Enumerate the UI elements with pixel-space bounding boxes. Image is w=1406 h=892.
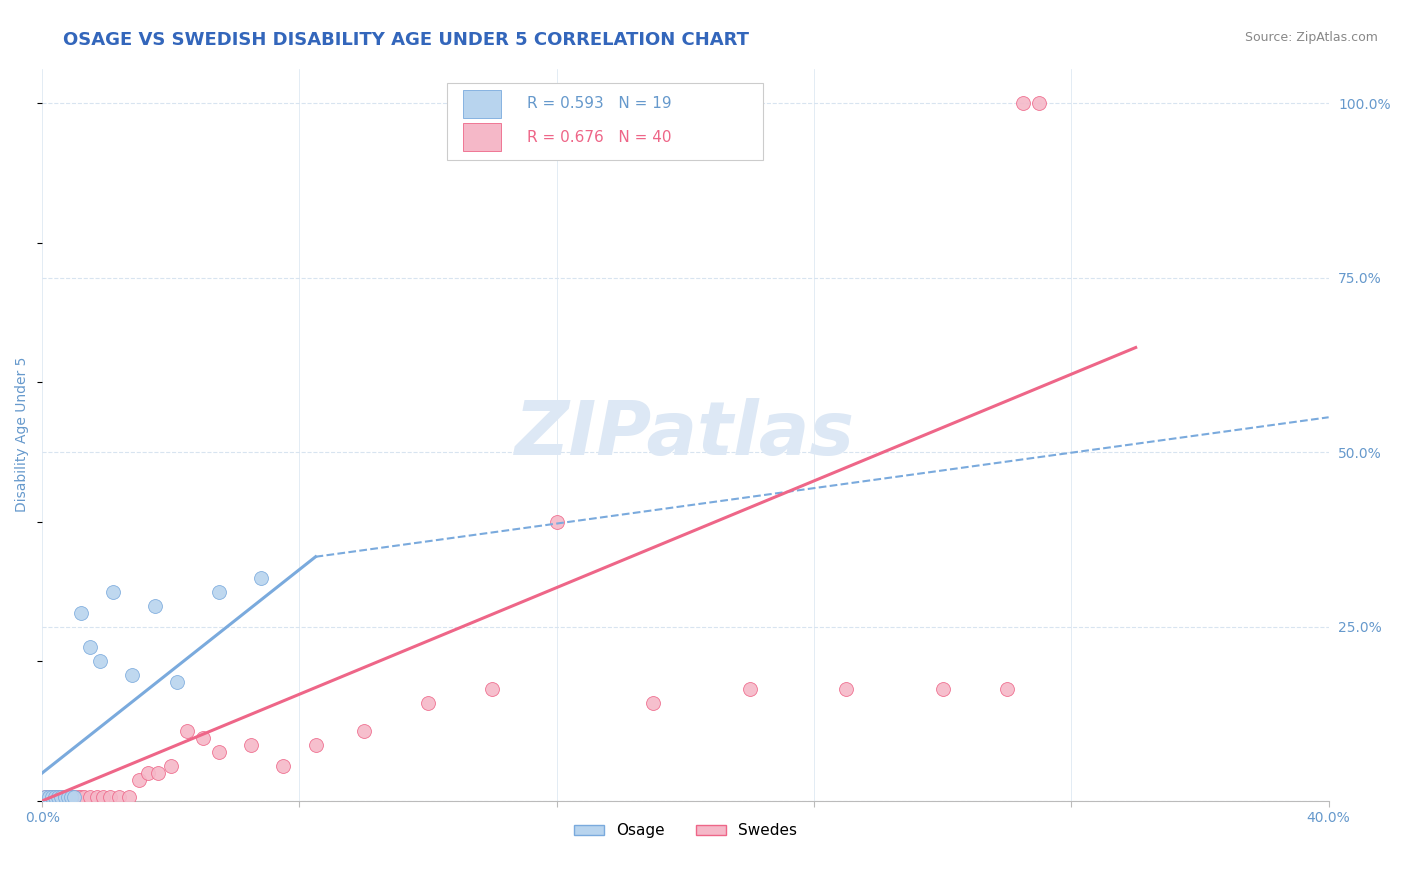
Point [208, 584, 231, 599]
Legend: Osage, Swedes: Osage, Swedes [568, 817, 803, 845]
Point [69, 606, 91, 620]
Text: Source: ZipAtlas.com: Source: ZipAtlas.com [1244, 31, 1378, 45]
Text: R = 0.676   N = 40: R = 0.676 N = 40 [527, 130, 672, 145]
Point [191, 731, 214, 745]
Point [240, 738, 263, 752]
Point [118, 790, 141, 805]
Point [41, 790, 63, 805]
Y-axis label: Disability Age Under 5: Disability Age Under 5 [15, 357, 30, 512]
Point [1012, 96, 1035, 111]
Point [353, 724, 375, 739]
Point [46, 790, 69, 805]
Point [44, 790, 66, 805]
Point [63, 790, 86, 805]
Point [34, 790, 56, 805]
Point [79, 640, 101, 655]
Point [481, 682, 503, 697]
Point [1028, 96, 1050, 111]
Point [273, 759, 295, 773]
Point [66, 790, 89, 805]
Point [208, 745, 231, 759]
Point [304, 738, 326, 752]
Text: OSAGE VS SWEDISH DISABILITY AGE UNDER 5 CORRELATION CHART: OSAGE VS SWEDISH DISABILITY AGE UNDER 5 … [63, 31, 749, 49]
Point [418, 696, 440, 710]
Point [136, 766, 159, 780]
Text: R = 0.593   N = 19: R = 0.593 N = 19 [527, 96, 672, 112]
Point [546, 515, 568, 529]
Point [56, 790, 79, 805]
Point [91, 790, 114, 805]
Point [146, 766, 169, 780]
Point [51, 790, 73, 805]
Point [89, 654, 111, 668]
Point [73, 790, 96, 805]
Point [835, 682, 858, 697]
Point [60, 790, 83, 805]
Point [101, 584, 124, 599]
FancyBboxPatch shape [463, 123, 502, 152]
FancyBboxPatch shape [447, 83, 762, 160]
Point [166, 675, 188, 690]
Point [44, 790, 66, 805]
Point [250, 571, 273, 585]
Point [41, 790, 63, 805]
Point [38, 790, 60, 805]
Point [98, 790, 121, 805]
Point [46, 790, 69, 805]
Point [51, 790, 73, 805]
Point [143, 599, 166, 613]
Point [176, 724, 198, 739]
Point [79, 790, 101, 805]
Point [60, 790, 83, 805]
Point [121, 668, 143, 682]
Point [128, 772, 150, 787]
Point [160, 759, 183, 773]
Point [738, 682, 761, 697]
Point [38, 790, 60, 805]
Point [643, 696, 665, 710]
Point [108, 790, 131, 805]
Point [995, 682, 1018, 697]
Point [86, 790, 108, 805]
Point [53, 790, 76, 805]
Point [56, 790, 79, 805]
Point [34, 790, 56, 805]
Text: ZIPatlas: ZIPatlas [516, 398, 855, 471]
Point [931, 682, 953, 697]
FancyBboxPatch shape [463, 90, 502, 118]
Point [53, 790, 76, 805]
Point [63, 790, 86, 805]
Point [69, 790, 91, 805]
